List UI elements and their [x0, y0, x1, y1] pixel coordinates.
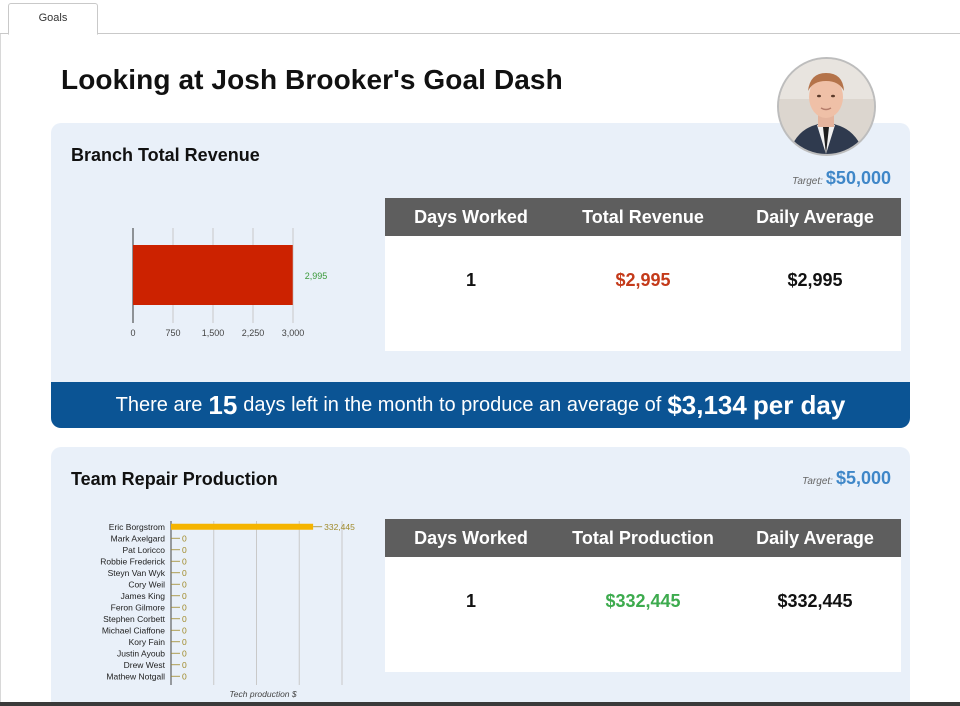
avatar-image: [779, 59, 874, 154]
x-axis-title: Tech production $: [229, 689, 297, 699]
avatar: [777, 57, 876, 156]
data-label: 0: [182, 533, 187, 543]
target-value: $5,000: [835, 468, 891, 488]
header-days-worked: Days Worked: [414, 206, 528, 227]
data-label: 0: [182, 579, 187, 589]
stats-header: Days Worked Total Revenue Daily Average: [385, 198, 901, 236]
data-label: 0: [182, 614, 187, 624]
production-title: Team Repair Production: [71, 469, 278, 489]
tick-label: 3,000: [282, 328, 305, 338]
bar: [171, 523, 314, 530]
banner-prefix: There are: [115, 393, 203, 416]
tab-bar: Goals: [0, 0, 960, 35]
value-daily-average: $2,995: [787, 270, 843, 290]
data-label: 0: [182, 568, 187, 578]
data-label: 332,445: [324, 522, 355, 532]
tab-divider: [97, 33, 960, 34]
category-label: Cory Weil: [128, 579, 165, 589]
page-border: [0, 34, 1, 706]
banner-suffix: per day: [752, 389, 846, 420]
value-days-worked: 1: [465, 270, 476, 290]
category-label: Justin Ayoub: [117, 648, 165, 658]
tick-label: 0: [130, 328, 135, 338]
data-label: 0: [182, 602, 187, 612]
category-label: Michael Ciaffone: [102, 625, 165, 635]
target-label: Target:: [792, 176, 823, 187]
revenue-chart: 2,995 0 750 1,500 2,250 3,000: [130, 228, 328, 338]
value-days-worked: 1: [465, 591, 476, 611]
header-daily-average: Daily Average: [756, 206, 874, 227]
data-label: 0: [182, 591, 187, 601]
data-label: 0: [182, 671, 187, 681]
production-target: Target: $5,000: [802, 468, 891, 489]
tick-label: 750: [165, 328, 180, 338]
category-label: Robbie Frederick: [100, 556, 165, 566]
stats-row: 1 $332,445 $332,445: [385, 557, 901, 646]
stats-header: Days Worked Total Production Daily Avera…: [385, 519, 901, 557]
category-label: Feron Gilmore: [111, 602, 166, 612]
revenue-stats-table: Days Worked Total Revenue Daily Average …: [385, 198, 901, 351]
value-total-revenue: $2,995: [615, 270, 671, 290]
banner-amount: $3,134: [667, 389, 747, 420]
banner-middle: days left in the month to produce an ave…: [243, 393, 662, 416]
data-label: 0: [182, 637, 187, 647]
data-label: 0: [182, 660, 187, 670]
data-label: 0: [182, 625, 187, 635]
data-label: 0: [182, 556, 187, 566]
header-daily-average: Daily Average: [756, 527, 874, 548]
category-label: James King: [121, 591, 166, 601]
tab-goals[interactable]: Goals: [8, 3, 98, 35]
data-label: 0: [182, 648, 187, 658]
tick-label: 1,500: [202, 328, 225, 338]
category-label: Pat Loricco: [122, 545, 165, 555]
page-title: Looking at Josh Brooker's Goal Dash: [61, 64, 563, 95]
revenue-card: Branch Total Revenue Target: $50,000 2,99…: [51, 123, 910, 428]
header-days-worked: Days Worked: [414, 527, 528, 548]
days-left-banner: There are 15 days left in the month to p…: [51, 382, 910, 428]
header-total-production: Total Production: [572, 527, 714, 548]
value-daily-average: $332,445: [777, 591, 853, 611]
revenue-target: Target: $50,000: [792, 168, 891, 189]
category-label: Eric Borgstrom: [109, 522, 165, 532]
target-value: $50,000: [825, 168, 891, 188]
category-label: Kory Fain: [129, 637, 166, 647]
target-label: Target:: [802, 476, 833, 487]
stats-row: 1 $2,995 $2,995: [385, 236, 901, 325]
tick-label: 2,250: [242, 328, 265, 338]
header-total-revenue: Total Revenue: [582, 206, 704, 227]
banner-days: 15: [208, 389, 238, 420]
production-chart: Eric Borgstrom 332,445 Mark Axelgard 0 Pat L…: [100, 521, 355, 699]
category-label: Mathew Notgall: [106, 671, 165, 681]
bar: [133, 245, 293, 305]
category-label: Steyn Van Wyk: [108, 568, 166, 578]
category-label: Drew West: [124, 660, 166, 670]
revenue-title: Branch Total Revenue: [71, 145, 260, 165]
taskbar-edge: [0, 702, 960, 706]
value-total-production: $332,445: [605, 591, 681, 611]
data-label: 0: [182, 545, 187, 555]
production-stats-table: Days Worked Total Production Daily Avera…: [385, 519, 901, 672]
category-label: Stephen Corbett: [103, 614, 166, 624]
category-label: Mark Axelgard: [111, 533, 166, 543]
data-label: 2,995: [305, 271, 328, 281]
production-card: Team Repair Production Target: $5,000 Eri…: [51, 447, 910, 706]
tab-divider: [0, 33, 8, 34]
